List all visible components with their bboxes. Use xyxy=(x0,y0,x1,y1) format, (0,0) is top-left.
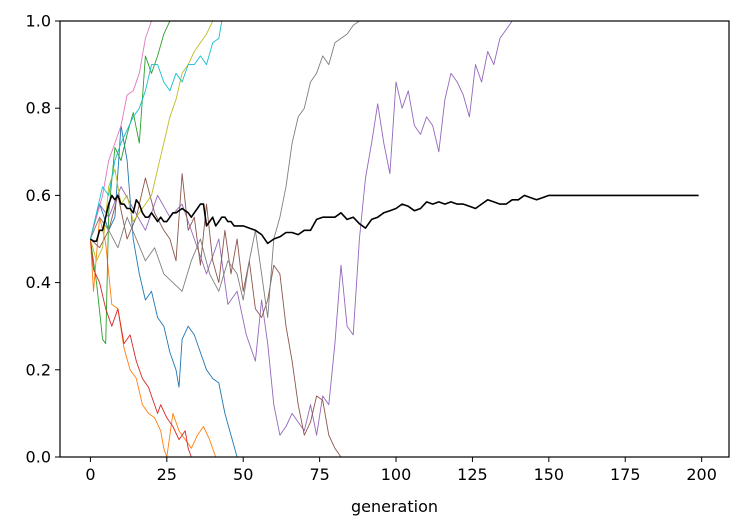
x-tick-label: 25 xyxy=(157,465,177,484)
series-line-8 xyxy=(89,21,360,318)
x-tick-label: 200 xyxy=(686,465,717,484)
x-tick-label: 150 xyxy=(534,465,565,484)
y-tick-label: 1.0 xyxy=(26,12,51,31)
series-line-3 xyxy=(89,21,171,345)
series-line-4 xyxy=(89,238,192,457)
series-line-10 xyxy=(89,21,223,240)
plot-frame xyxy=(59,20,730,458)
y-tick-label: 0.6 xyxy=(26,186,51,205)
y-tick-label: 0.0 xyxy=(26,448,51,467)
x-axis-label: generation xyxy=(351,497,438,516)
series-line-5 xyxy=(89,21,513,436)
y-tick-label: 0.2 xyxy=(26,360,51,379)
x-tick-label: 125 xyxy=(457,465,488,484)
series-line-9 xyxy=(89,21,214,262)
series-line-2 xyxy=(89,216,217,457)
y-axis-ticks: 0.0 0.2 0.4 0.6 0.8 1.0 xyxy=(26,12,60,467)
series-line-7 xyxy=(89,21,152,240)
x-tick-label: 175 xyxy=(610,465,641,484)
y-tick-label: 0.4 xyxy=(26,273,51,292)
x-tick-label: 75 xyxy=(309,465,329,484)
series-layer xyxy=(89,21,513,457)
x-tick-label: 0 xyxy=(85,465,95,484)
x-tick-label: 100 xyxy=(381,465,412,484)
series-line-6 xyxy=(90,173,342,457)
x-tick-label: 50 xyxy=(233,465,253,484)
y-tick-label: 0.8 xyxy=(26,99,51,118)
mean-line xyxy=(89,194,699,245)
x-axis-ticks: 0 25 50 75 100 125 150 175 200 xyxy=(85,457,717,484)
mean-layer xyxy=(89,194,699,245)
